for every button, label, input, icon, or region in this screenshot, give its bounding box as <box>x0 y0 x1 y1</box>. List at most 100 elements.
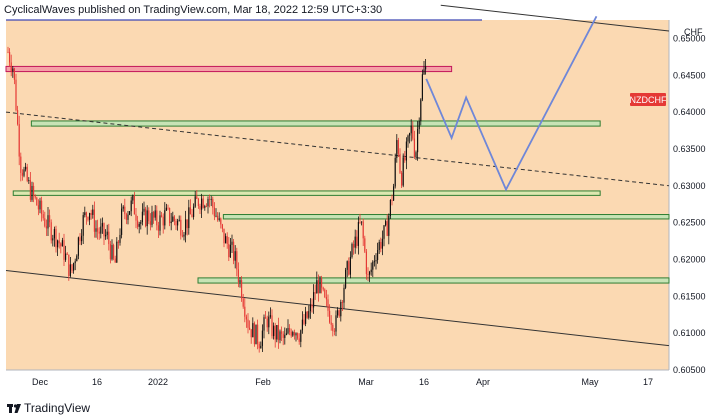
candle-body <box>116 241 118 263</box>
candle-body <box>186 219 188 229</box>
candle-body <box>175 220 177 226</box>
candle-body <box>245 316 247 320</box>
candle-body <box>127 214 129 220</box>
candle-body <box>183 234 185 237</box>
candle-body <box>261 330 263 346</box>
candle-body <box>345 269 347 288</box>
candle-body <box>87 216 89 220</box>
candle-body <box>234 251 236 261</box>
candle-body <box>301 319 303 331</box>
resistance-zone-red[interactable] <box>5 65 453 73</box>
candle-body <box>220 218 222 225</box>
candle-body <box>7 51 9 53</box>
candle-body <box>117 241 119 243</box>
candle-body <box>231 241 233 245</box>
candle-body <box>369 272 371 275</box>
candle-body <box>412 125 414 139</box>
y-tick-label: 0.61000 <box>673 328 706 338</box>
candle-body <box>92 209 94 215</box>
candle-body <box>137 220 139 227</box>
candle-body <box>66 253 68 255</box>
candle-body <box>108 231 110 245</box>
candle-body <box>321 278 323 288</box>
candle-body <box>191 214 193 217</box>
candle-body <box>197 198 199 207</box>
candle-body <box>170 221 172 224</box>
candle-body <box>121 208 123 235</box>
middle-dashed-line[interactable] <box>5 111 670 187</box>
candle-body <box>340 302 342 317</box>
candle-body <box>119 234 121 243</box>
candle-body <box>204 206 206 208</box>
candle-body <box>213 207 215 217</box>
candle-body <box>225 236 227 244</box>
candle-body <box>343 287 345 303</box>
candle-body <box>425 66 427 70</box>
projection-path[interactable] <box>425 15 598 192</box>
zone-0.6172[interactable] <box>197 277 670 284</box>
zone-0.6290[interactable] <box>12 190 601 196</box>
candle-body <box>53 228 55 239</box>
candle-body <box>49 215 51 223</box>
candle-body <box>284 334 286 338</box>
candle-body <box>189 207 191 215</box>
x-tick-label: 17 <box>643 377 653 387</box>
candle-body <box>236 251 238 270</box>
candle-body <box>253 323 255 345</box>
candle-body <box>273 325 275 337</box>
candle-body <box>25 166 27 170</box>
candle-body <box>173 216 175 221</box>
candle-body <box>319 278 321 294</box>
candle-body <box>418 121 420 130</box>
candle-body <box>212 198 214 208</box>
candle-body <box>218 218 220 220</box>
candle-body <box>381 238 383 249</box>
candle-body <box>85 212 87 217</box>
candle-body <box>28 180 30 181</box>
tradingview-logo-icon <box>7 404 21 413</box>
candle-body <box>247 319 249 328</box>
candle-body <box>146 210 148 227</box>
candle-body <box>138 223 140 227</box>
candle-body <box>279 331 281 341</box>
candle-body <box>135 214 137 221</box>
candle-body <box>303 319 305 324</box>
candle-body <box>404 157 406 161</box>
candle-body <box>337 310 339 316</box>
upper-channel-line[interactable] <box>440 4 670 32</box>
candle-body <box>295 333 297 336</box>
candle-body <box>196 196 198 199</box>
y-tick-label: 0.63000 <box>673 181 706 191</box>
zone-0.6385[interactable] <box>30 120 601 127</box>
candle-body <box>375 260 377 262</box>
candle-body <box>17 110 19 125</box>
candle-body <box>149 221 151 225</box>
x-tick-label: May <box>581 377 599 387</box>
candle-body <box>45 226 47 229</box>
candle-body <box>359 222 361 223</box>
candle-body <box>9 52 11 63</box>
candle-body <box>324 289 326 297</box>
candle-body <box>153 212 155 218</box>
zone-0.6258[interactable] <box>222 214 670 220</box>
x-tick-label: Feb <box>255 377 271 387</box>
candle-body <box>20 156 22 173</box>
candle-body <box>260 345 262 349</box>
candle-body <box>415 152 417 158</box>
candle-body <box>98 231 100 234</box>
candle-body <box>394 157 396 187</box>
candle-body <box>159 215 161 231</box>
candle-body <box>271 315 273 337</box>
candle-body <box>396 140 398 158</box>
candle-body <box>63 240 65 260</box>
candle-body <box>21 172 23 176</box>
candle-body <box>37 205 39 210</box>
candle-body <box>399 153 401 173</box>
footer: TradingView <box>0 397 720 419</box>
candle-body <box>348 261 350 275</box>
candle-body <box>42 214 44 219</box>
candle-body <box>255 324 257 345</box>
candle-body <box>26 166 28 181</box>
candle-body <box>101 223 103 227</box>
